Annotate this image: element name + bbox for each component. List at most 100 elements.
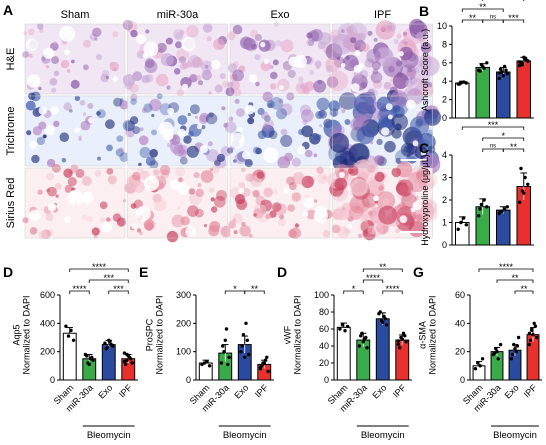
data-point [244, 321, 248, 325]
significance-label: **** [366, 273, 381, 283]
data-point [383, 317, 387, 321]
data-point [531, 333, 535, 337]
histology-image [122, 93, 232, 170]
data-point [482, 198, 486, 202]
y-tick-label: 200 [176, 318, 191, 328]
y-tick-label: 6 [442, 58, 447, 68]
histology-image [22, 23, 126, 95]
column-header: Exo [271, 9, 290, 21]
data-point [523, 57, 527, 61]
panel-label-c: C [419, 140, 429, 156]
data-point [261, 362, 265, 367]
significance-label: ** [511, 273, 519, 283]
y-axis-label: ProSPCNormalized to DAPI [144, 295, 164, 374]
y-tick-label: 0 [324, 375, 329, 385]
y-axis-label: Ashcroft Score (a.u.) [420, 29, 430, 112]
data-point [473, 367, 478, 371]
data-point [241, 333, 246, 337]
data-point [125, 352, 129, 357]
data-point [485, 205, 489, 209]
data-point [478, 207, 482, 211]
bleomycin-label: Bleomycin [361, 430, 405, 441]
data-point [265, 355, 269, 359]
data-point [518, 200, 522, 204]
y-tick-label: 600 [40, 290, 55, 300]
data-point [505, 205, 509, 209]
y-tick-label: 200 [40, 347, 55, 357]
significance-label: **** [72, 284, 87, 294]
data-point [501, 74, 505, 78]
x-category-label: Exo [503, 383, 521, 401]
data-point [129, 357, 133, 361]
x-category-label: Exo [370, 383, 388, 401]
significance-label: *** [113, 284, 124, 294]
data-point [219, 361, 224, 365]
y-tick-label: 80 [319, 307, 329, 317]
data-point [360, 331, 364, 335]
data-point [382, 314, 386, 318]
data-point [496, 357, 500, 361]
significance-bracket [482, 137, 525, 141]
significance-label: * [501, 131, 505, 141]
data-point [526, 182, 530, 186]
panel-label-d2: D [277, 264, 287, 280]
histology-image [124, 164, 233, 243]
data-point [122, 359, 127, 364]
y-tick-label: 4 [442, 150, 447, 160]
data-point [495, 350, 499, 354]
y-axis-label: Aqp5Normalized to DAPI [11, 295, 31, 374]
data-point [498, 67, 503, 71]
significance-bracket [514, 290, 534, 294]
data-point [124, 362, 128, 367]
data-point [239, 350, 243, 354]
histology-image [327, 158, 438, 241]
y-axis-label: vWFNormalized to DAPI [282, 295, 302, 374]
data-point [400, 337, 404, 341]
data-point [512, 342, 516, 347]
histology-image [224, 91, 333, 169]
data-point [480, 357, 485, 361]
y-tick-label: 100 [314, 290, 329, 300]
data-point [64, 324, 68, 328]
y-tick-label: 300 [176, 290, 191, 300]
data-point [461, 216, 466, 220]
row-label: Trichrome [5, 106, 17, 155]
data-point [401, 331, 406, 335]
significance-label: ** [520, 284, 528, 294]
data-point [223, 338, 227, 342]
y-axis-label: Hydroxyproline (μg/μL) [420, 154, 430, 245]
significance-label: ns [490, 15, 496, 21]
histology-image [325, 18, 440, 101]
bar [101, 344, 116, 381]
data-point [505, 72, 509, 76]
data-point [515, 344, 520, 348]
panel-label-g: G [413, 264, 424, 280]
column-header: IPF [374, 9, 391, 21]
data-point [513, 347, 517, 351]
data-point [240, 344, 244, 348]
data-point [224, 327, 229, 331]
data-point [104, 347, 108, 351]
x-category-label: Exo [96, 383, 114, 401]
data-point [85, 354, 89, 358]
bleomycin-label: Bleomycin [223, 430, 267, 441]
significance-label: * [501, 0, 505, 1]
panel-label-b: B [419, 3, 429, 19]
y-tick-label: 2 [442, 95, 447, 105]
histology-image [225, 21, 334, 97]
data-point [130, 361, 134, 365]
data-point [396, 342, 401, 346]
data-point [200, 362, 204, 367]
data-point [457, 82, 462, 86]
data-point [91, 358, 95, 362]
y-tick-label: 8 [442, 39, 447, 49]
significance-label: **** [92, 262, 107, 272]
significance-bracket [244, 290, 265, 294]
bar [395, 339, 410, 381]
significance-label: ** [379, 262, 387, 272]
data-point [522, 191, 526, 195]
